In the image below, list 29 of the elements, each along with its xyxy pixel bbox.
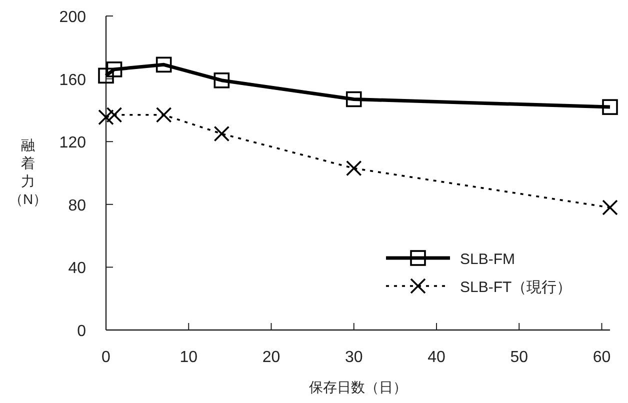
point [214,126,230,142]
x-tick-label: 50 [510,349,528,366]
point [106,61,122,78]
point [106,107,122,123]
y-tick-label: 40 [68,260,86,278]
x-axis-title: 保存日数（日） [309,379,407,395]
x-tick-label: 60 [592,349,611,366]
x-tick-label: 40 [428,349,446,366]
x-tick-label: 0 [102,349,111,366]
y-axis-title: 融着力（N） [8,137,48,207]
x-tick-label: 10 [180,349,198,366]
point [156,56,172,73]
legend-label: SLB-FT（現行） [460,279,572,296]
y-tick-label: 0 [77,323,86,340]
point [346,91,362,108]
point [602,99,618,115]
point [98,68,114,84]
point [346,160,362,176]
x-tick-label: 30 [344,349,363,366]
legend-label: SLB-FM [460,251,516,268]
point [602,200,618,216]
y-tick-label: 200 [59,9,86,26]
x-tick-label: 20 [262,349,280,366]
y-tick-label: 160 [59,72,86,89]
y-tick-label: 80 [68,197,86,214]
y-tick-label: 120 [59,134,86,152]
point [98,109,114,126]
point [214,72,230,88]
point [156,107,172,123]
